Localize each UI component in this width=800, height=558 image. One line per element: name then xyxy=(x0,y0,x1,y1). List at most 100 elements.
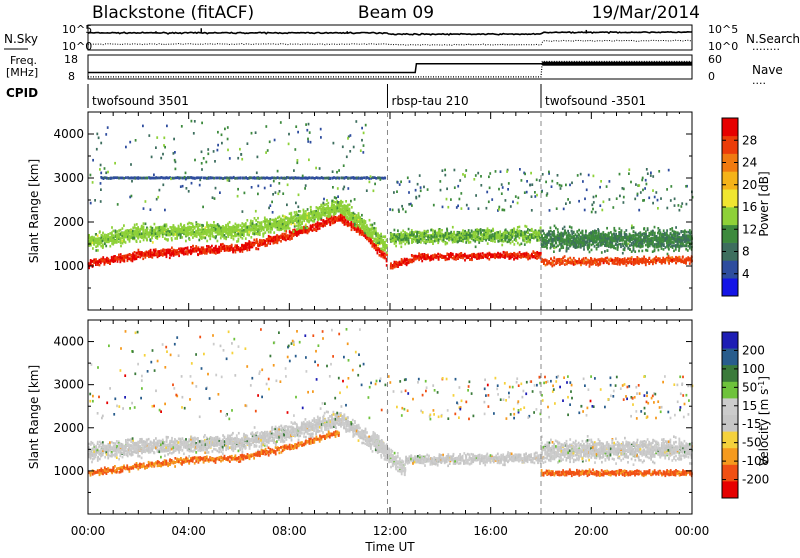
heatmap-cell xyxy=(460,255,462,258)
heatmap-cell xyxy=(279,216,281,219)
heatmap-cell xyxy=(566,262,568,265)
heatmap-cell xyxy=(450,252,452,255)
heatmap-cell xyxy=(257,248,259,251)
heatmap-cell xyxy=(138,249,140,252)
heatmap-cell xyxy=(317,207,319,210)
heatmap-cell xyxy=(501,244,503,247)
heatmap-cell xyxy=(222,232,224,235)
heatmap-cell xyxy=(151,256,153,259)
heatmap-cell xyxy=(210,248,212,251)
heatmap-cell xyxy=(264,231,266,234)
heatmap-cell xyxy=(245,237,247,240)
heatmap-cell xyxy=(197,228,199,231)
heatmap-cell xyxy=(529,241,531,244)
heatmap-cell xyxy=(213,228,215,231)
heatmap-cell xyxy=(276,224,278,227)
heatmap-cell xyxy=(243,223,245,226)
heatmap-cell xyxy=(464,230,466,233)
heatmap-cell xyxy=(645,264,647,267)
heatmap-cell xyxy=(276,234,278,237)
heatmap-cell xyxy=(195,245,197,248)
heatmap-cell xyxy=(282,236,284,239)
heatmap-cell xyxy=(578,241,580,244)
heatmap-cell xyxy=(102,235,104,238)
heatmap-cell xyxy=(167,249,169,252)
heatmap-cell xyxy=(163,228,165,231)
nave-legend-dots: .... xyxy=(752,74,766,87)
heatmap-cell xyxy=(457,257,459,260)
heatmap-cell xyxy=(592,262,594,265)
heatmap-cell xyxy=(562,228,564,231)
date-label: 19/Mar/2014 xyxy=(592,3,700,23)
heatmap-cell xyxy=(250,241,252,244)
heatmap-cell xyxy=(171,226,173,229)
heatmap-cell xyxy=(458,231,460,234)
heatmap-cell xyxy=(169,257,171,260)
heatmap-cell xyxy=(392,267,394,270)
heatmap-cell xyxy=(183,250,185,253)
heatmap-cell xyxy=(615,262,617,265)
heatmap-cell xyxy=(97,234,99,237)
heatmap-cell xyxy=(136,240,138,243)
heatmap-cell xyxy=(600,262,602,265)
heatmap-cell xyxy=(296,219,298,222)
heatmap-cell xyxy=(475,246,477,249)
heatmap-cell xyxy=(178,255,180,258)
heatmap-cell xyxy=(188,250,190,253)
heatmap-cell xyxy=(578,238,580,241)
heatmap-cell xyxy=(342,207,344,210)
heatmap-cell xyxy=(499,230,501,233)
heatmap-cell xyxy=(178,251,180,254)
heatmap-cell xyxy=(471,230,473,233)
heatmap-cell xyxy=(225,245,227,248)
noise-series xyxy=(88,28,692,45)
heatmap-cell xyxy=(218,248,220,251)
heatmap-cell xyxy=(465,241,467,244)
heatmap-cell xyxy=(213,221,215,224)
heatmap-cell xyxy=(320,225,322,228)
heatmap-cell xyxy=(100,262,102,265)
heatmap-cell xyxy=(157,253,159,256)
heatmap-cell xyxy=(582,233,584,236)
heatmap-cell xyxy=(130,254,132,257)
heatmap-cell xyxy=(643,258,645,261)
heatmap-cell xyxy=(379,241,381,244)
heatmap-cell xyxy=(310,206,312,209)
heatmap-cell xyxy=(206,234,208,237)
heatmap-cell xyxy=(112,230,114,233)
heatmap-cell xyxy=(259,232,261,235)
heatmap-cell xyxy=(197,253,199,256)
heatmap-cell xyxy=(374,222,376,225)
heatmap-cell xyxy=(446,253,448,256)
heatmap-cell xyxy=(564,226,566,229)
heatmap-cell xyxy=(150,226,152,229)
heatmap-cell xyxy=(432,254,434,257)
heatmap-cell xyxy=(413,258,415,261)
heatmap-cell xyxy=(303,226,305,229)
heatmap-cell xyxy=(243,248,245,251)
heatmap-cell xyxy=(109,245,111,248)
heatmap-cell xyxy=(225,226,227,229)
heatmap-cell xyxy=(206,248,208,251)
heatmap-cell xyxy=(488,258,490,261)
heatmap-cell xyxy=(225,248,227,251)
heatmap-cell xyxy=(192,245,194,248)
heatmap-cell xyxy=(580,246,582,249)
heatmap-cell xyxy=(102,256,104,259)
heatmap-cell xyxy=(297,228,299,231)
heatmap-cell xyxy=(171,247,173,250)
heatmap-cell xyxy=(553,244,555,247)
heatmap-cell xyxy=(329,220,331,223)
heatmap-cell xyxy=(289,212,291,215)
heatmap-cell xyxy=(390,267,392,270)
heatmap-cell xyxy=(342,201,344,204)
heatmap-cell xyxy=(432,240,434,243)
heatmap-cell xyxy=(289,231,291,234)
heatmap-cell xyxy=(390,263,392,266)
heatmap-cell xyxy=(606,257,608,260)
heatmap-cell xyxy=(211,232,213,235)
station-title: Blackstone (fitACF) xyxy=(92,3,254,23)
heatmap-cell xyxy=(502,254,504,257)
heatmap-cell xyxy=(629,260,631,263)
